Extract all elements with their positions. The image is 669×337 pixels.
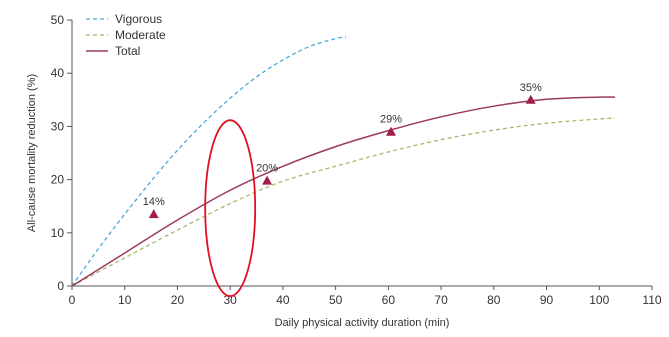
y-tick-label: 20 (51, 173, 65, 187)
y-tick-label: 40 (51, 66, 65, 80)
data-label: 29% (380, 114, 402, 126)
x-tick-label: 100 (589, 293, 609, 307)
series-line-total (71, 96, 616, 287)
markers: 14% 20% 29% 35% (143, 82, 542, 219)
x-tick-label: 110 (642, 293, 661, 307)
x-tick-label: 40 (276, 293, 290, 307)
y-tick-label: 0 (57, 279, 64, 293)
y-tick-label: 30 (51, 119, 65, 133)
data-marker (386, 126, 396, 136)
series-lines (71, 36, 616, 287)
data-label: 14% (143, 196, 165, 208)
plot-area: 0 10 20 30 40 50 60 70 80 90 100 110 0 10 20 30 40 50 14… (51, 13, 662, 307)
y-tick-label: 50 (51, 13, 65, 27)
y-ticks: 0 10 20 30 40 50 (51, 13, 72, 293)
x-ticks: 0 10 20 30 40 50 60 70 80 90 100 110 (69, 286, 662, 307)
x-tick-label: 10 (118, 293, 132, 307)
legend-label: Total (115, 44, 140, 58)
legend-label: Moderate (115, 28, 166, 42)
series-line-vigorous (71, 36, 347, 287)
data-marker (262, 175, 273, 185)
highlight-ellipse (204, 119, 257, 298)
data-label: 20% (256, 163, 278, 175)
x-tick-label: 90 (540, 293, 554, 307)
x-tick-label: 30 (224, 293, 238, 307)
x-tick-label: 60 (382, 293, 396, 307)
legend: Vigorous Moderate Total (86, 12, 166, 58)
x-tick-label: 20 (171, 293, 185, 307)
series-line-moderate (71, 117, 616, 287)
x-tick-label: 70 (434, 293, 448, 307)
x-tick-label: 80 (487, 293, 501, 307)
y-axis-title: All-cause mortality reduction (%) (26, 74, 38, 232)
y-tick-label: 10 (51, 226, 65, 240)
data-marker (525, 94, 536, 104)
x-axis-title: Daily physical activity duration (min) (275, 317, 450, 329)
data-label: 35% (520, 82, 542, 94)
x-tick-label: 50 (329, 293, 343, 307)
legend-label: Vigorous (115, 12, 162, 26)
data-marker (148, 209, 159, 219)
x-tick-label: 0 (69, 293, 76, 307)
